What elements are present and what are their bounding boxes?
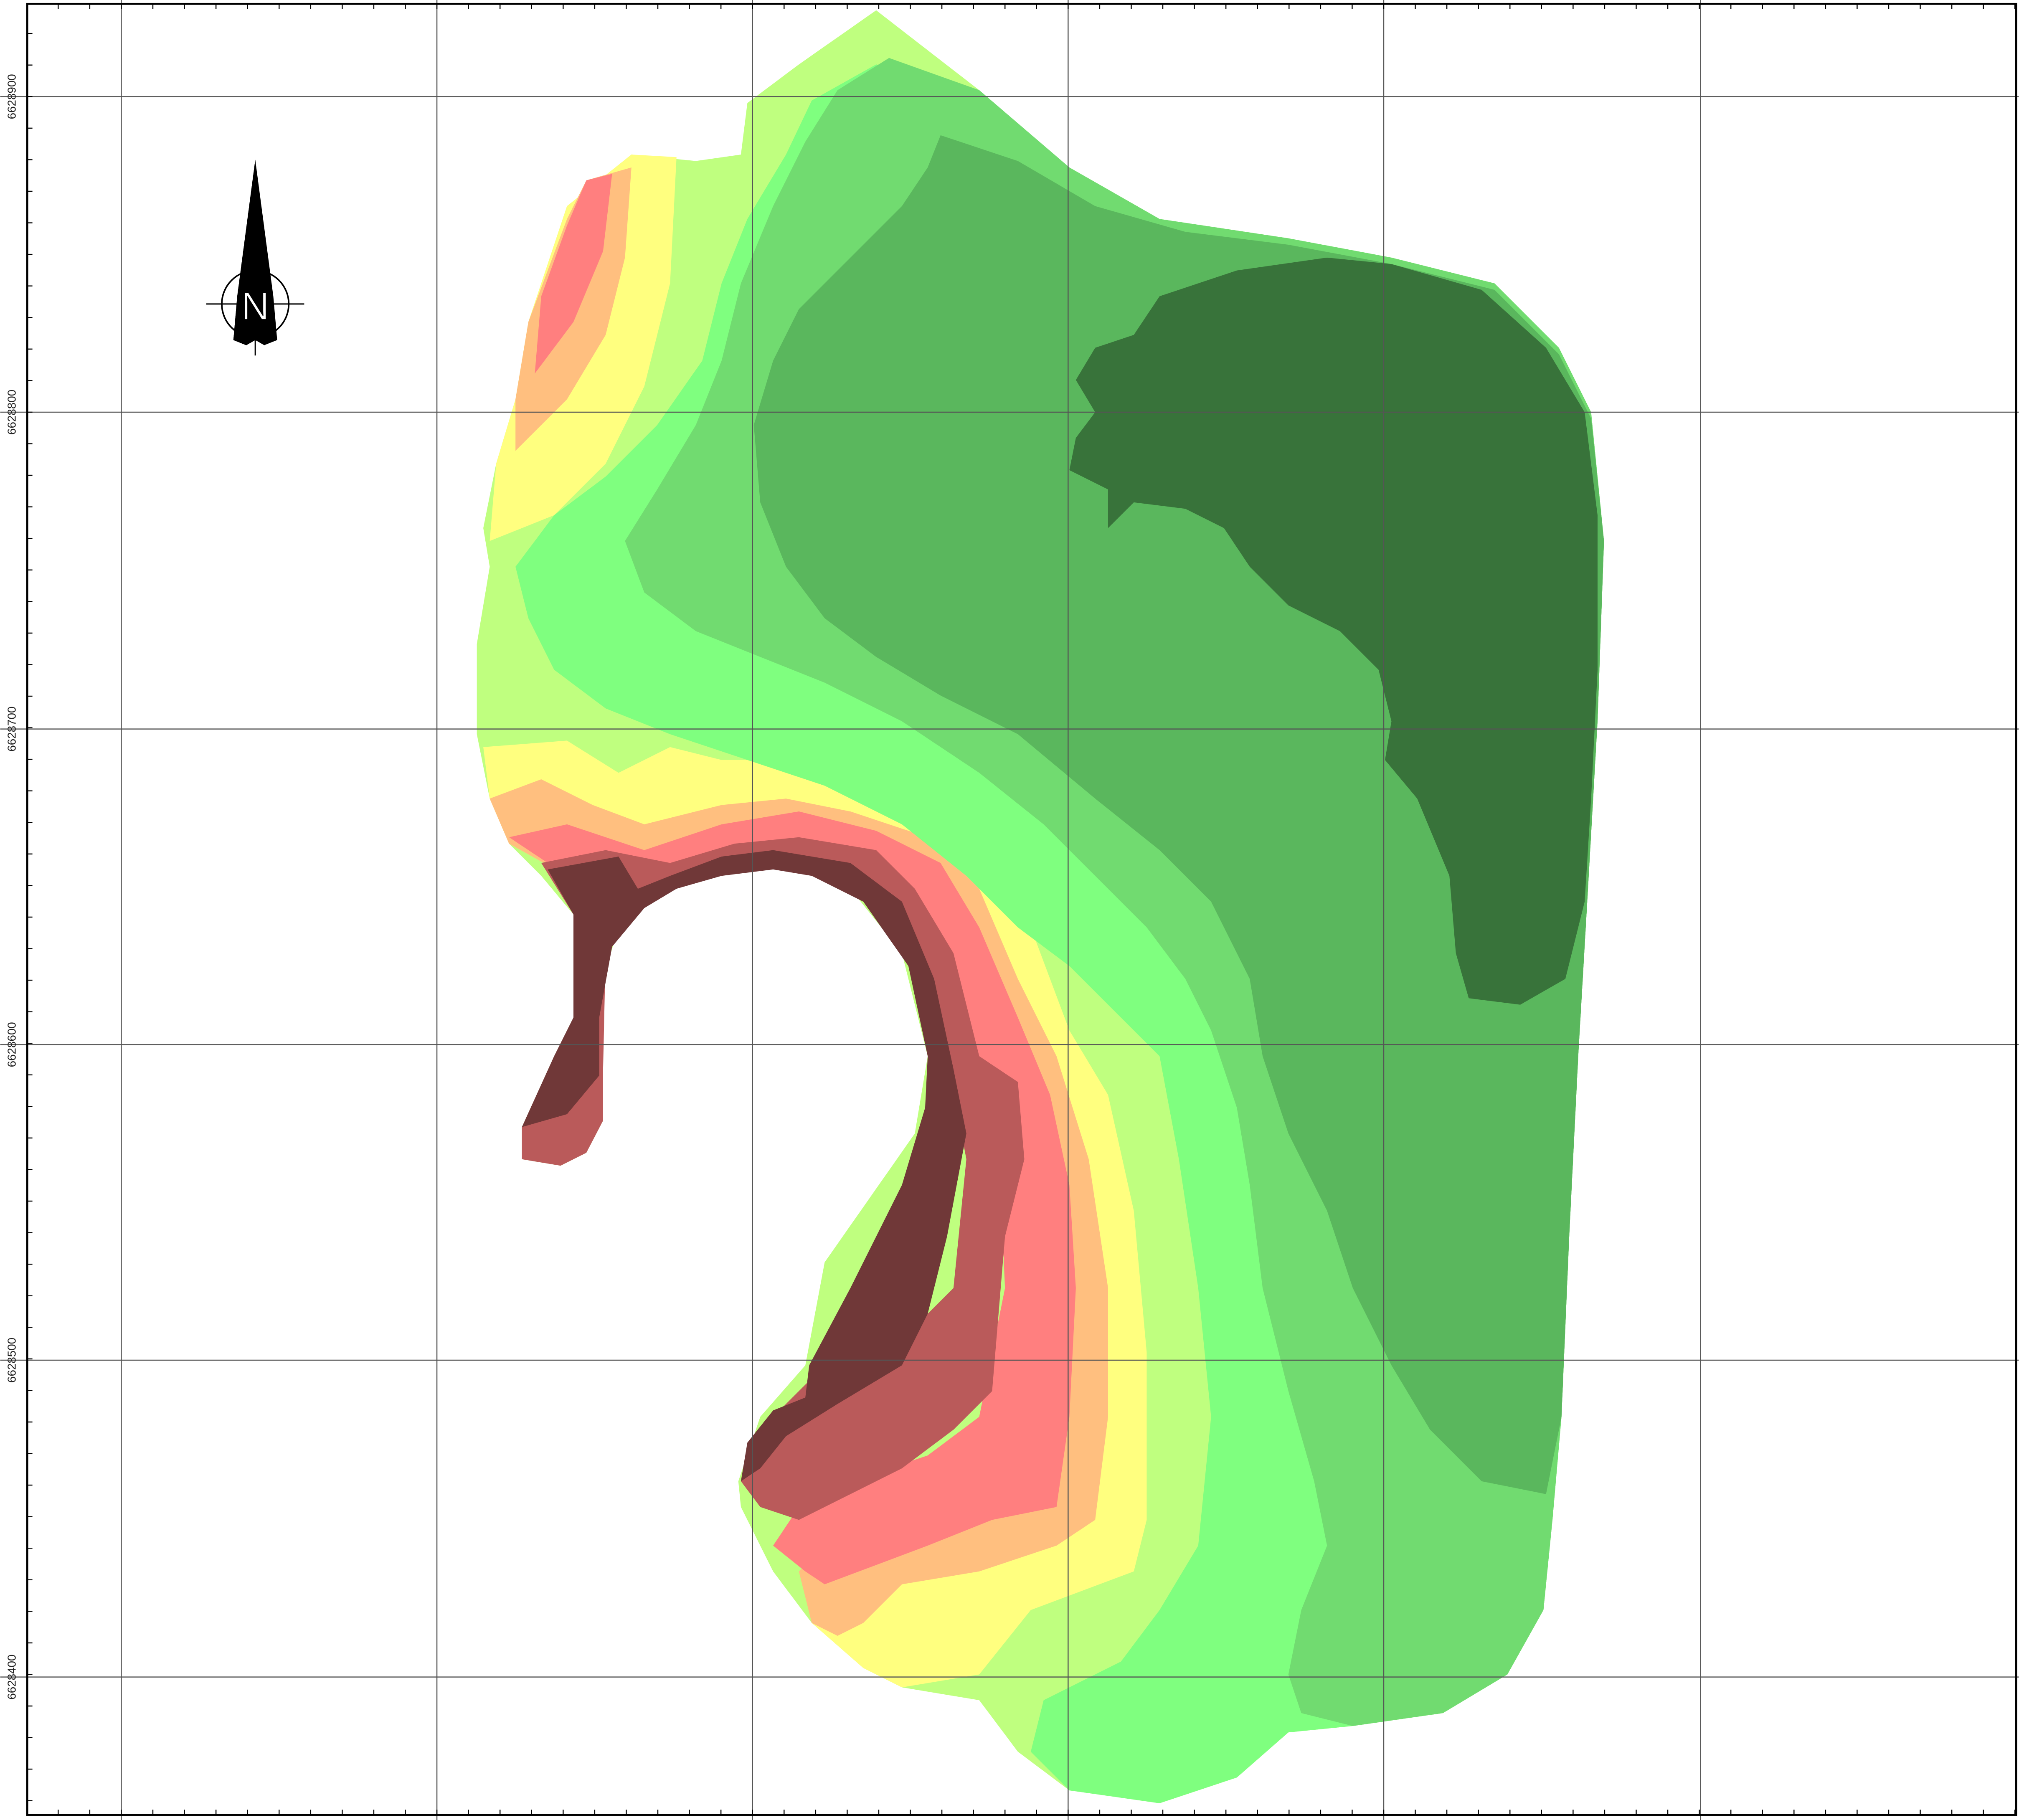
zone-salmon-southwest bbox=[509, 811, 1076, 1584]
y-tick-labels: 6628900 6628800 6628700 6628600 6628500 … bbox=[5, 74, 18, 1699]
y-tick-label: 6628600 bbox=[5, 1022, 18, 1067]
y-tick-label: 6628400 bbox=[5, 1655, 18, 1700]
y-tick-label: 6628700 bbox=[5, 707, 18, 752]
north-arrow-label: N bbox=[241, 284, 269, 328]
zone-layers bbox=[477, 10, 1604, 1803]
zone-dark-brown bbox=[522, 850, 966, 1481]
north-arrow-icon: N bbox=[206, 160, 304, 356]
zone-darkest-green bbox=[1069, 257, 1598, 1005]
y-tick-label: 6628800 bbox=[5, 390, 18, 435]
map-border bbox=[26, 3, 2017, 1816]
frame-ticks bbox=[27, 4, 2016, 1815]
y-tick-label: 6628900 bbox=[5, 74, 18, 119]
y-tick-label: 6628500 bbox=[5, 1338, 18, 1383]
zone-salmon-west bbox=[535, 174, 612, 374]
